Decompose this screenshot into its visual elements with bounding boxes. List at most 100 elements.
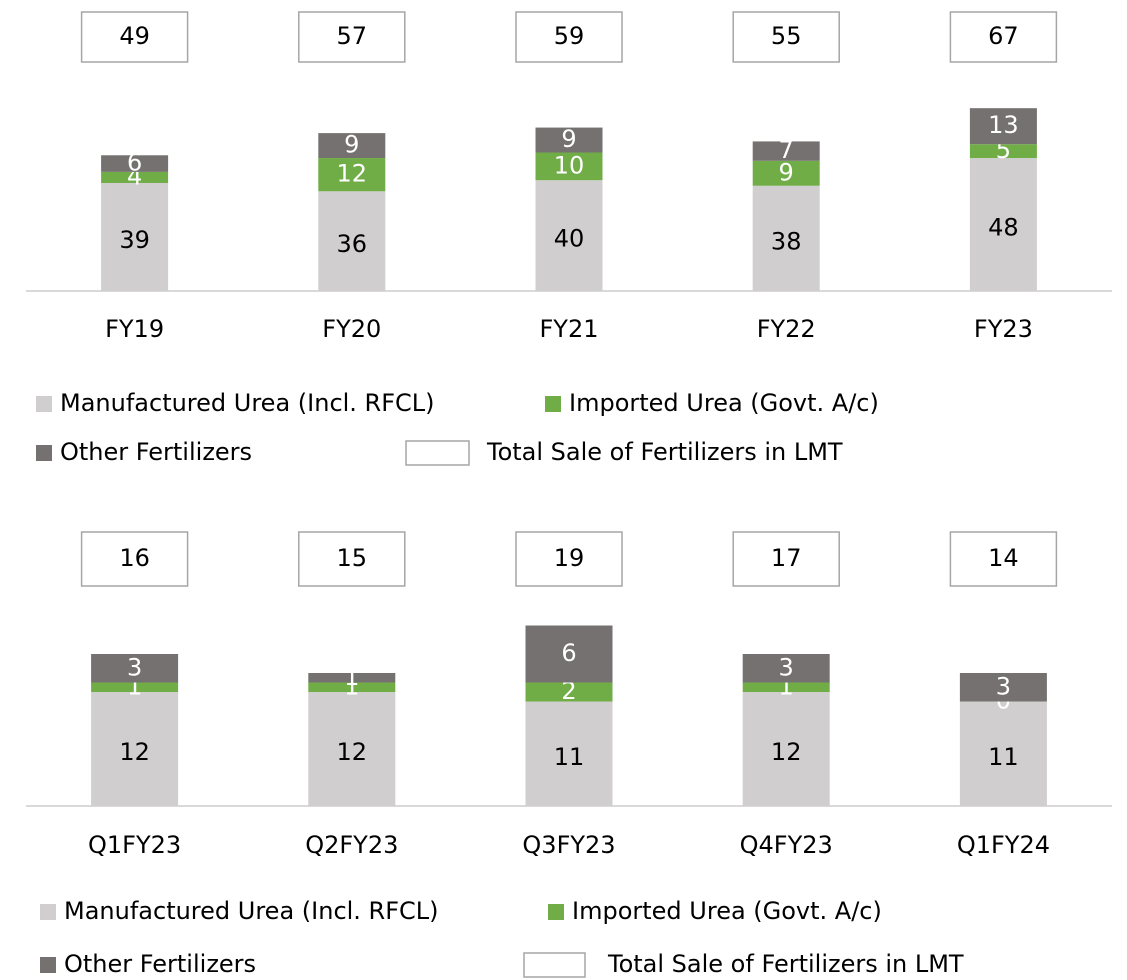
total-box — [949, 11, 1058, 63]
bar-segment — [91, 682, 179, 692]
bar-segment — [101, 171, 169, 183]
total-label: 55 — [771, 22, 802, 50]
legend-label: Total Sale of Fertilizers in LMT — [486, 438, 843, 466]
bar-segment — [308, 692, 396, 806]
bar-segment — [959, 701, 1047, 806]
legend-label: Imported Urea (Govt. A/c) — [572, 897, 882, 925]
data-label: 6 — [561, 639, 576, 667]
bar-segment — [742, 692, 830, 806]
x-tick-label: FY23 — [974, 315, 1033, 343]
bar-segment — [308, 673, 396, 683]
x-tick-label: Q2FY23 — [305, 831, 398, 859]
data-label: 12 — [119, 738, 150, 766]
data-label: 3 — [996, 672, 1011, 700]
total-label: 14 — [988, 544, 1019, 572]
total-label: 19 — [554, 544, 585, 572]
total-box — [732, 531, 840, 587]
data-label: 39 — [119, 226, 150, 254]
total-label: 67 — [988, 22, 1019, 50]
bar-segment — [318, 133, 386, 159]
total-box — [732, 11, 840, 63]
data-label: 11 — [554, 743, 585, 771]
x-tick-label: Q4FY23 — [740, 831, 833, 859]
total-box — [80, 531, 189, 587]
data-label: 7 — [779, 136, 794, 164]
legend-swatch — [545, 396, 561, 412]
data-label: 12 — [337, 160, 368, 188]
bar-segment — [969, 108, 1037, 145]
total-label: 15 — [337, 544, 368, 572]
bar-segment — [525, 682, 613, 702]
bar-segment — [959, 673, 1047, 702]
x-tick-label: FY19 — [105, 315, 164, 343]
legend-swatch — [523, 952, 586, 978]
bar-segment — [101, 155, 169, 172]
legend-swatch — [548, 904, 564, 920]
total-box — [80, 11, 189, 63]
total-label: 59 — [554, 22, 585, 50]
bar-segment — [525, 701, 613, 806]
data-label: 6 — [127, 149, 142, 177]
bar-segment — [308, 682, 396, 692]
x-tick-label: FY21 — [539, 315, 598, 343]
bar-segment — [969, 144, 1037, 159]
bar-segment — [91, 654, 179, 683]
legend-label: Imported Urea (Govt. A/c) — [569, 389, 879, 417]
bar-segment — [101, 182, 169, 291]
total-box — [298, 531, 406, 587]
legend-label: Other Fertilizers — [60, 438, 252, 466]
legend-label: Total Sale of Fertilizers in LMT — [607, 950, 964, 978]
bar-segment — [525, 625, 613, 683]
x-tick-label: FY20 — [322, 315, 381, 343]
total-label: 17 — [771, 544, 802, 572]
data-label: 2 — [561, 677, 576, 705]
data-label: 12 — [771, 738, 802, 766]
bar-segment — [535, 152, 603, 181]
total-box — [949, 531, 1058, 587]
x-tick-label: Q1FY23 — [88, 831, 181, 859]
total-box — [298, 11, 406, 63]
data-label: 36 — [337, 230, 368, 258]
legend-swatch — [405, 440, 470, 466]
data-label: 9 — [779, 158, 794, 186]
x-tick-label: FY22 — [757, 315, 816, 343]
total-box — [515, 11, 623, 63]
data-label: 10 — [554, 151, 585, 179]
x-tick-label: Q3FY23 — [522, 831, 615, 859]
data-label: 9 — [561, 125, 576, 153]
total-box — [515, 531, 623, 587]
legend-label: Manufactured Urea (Incl. RFCL) — [64, 897, 439, 925]
data-label: 3 — [779, 653, 794, 681]
data-label: 38 — [771, 227, 802, 255]
data-label: 11 — [988, 743, 1019, 771]
data-label: 48 — [988, 214, 1019, 242]
bar-segment — [535, 127, 603, 153]
legend-swatch — [36, 445, 52, 461]
bar-segment — [752, 185, 820, 291]
data-label: 12 — [337, 738, 368, 766]
data-label: 1 — [344, 663, 359, 691]
legend-label: Other Fertilizers — [64, 950, 256, 978]
bar-segment — [318, 191, 386, 291]
legend-swatch — [40, 957, 56, 973]
data-label: 9 — [344, 131, 359, 159]
bar-segment — [535, 180, 603, 291]
legend-swatch — [36, 396, 52, 412]
total-label: 57 — [337, 22, 368, 50]
bar-segment — [742, 654, 830, 683]
data-label: 40 — [554, 225, 585, 253]
total-label: 49 — [119, 22, 150, 50]
legend-swatch — [40, 904, 56, 920]
bar-segment — [318, 158, 386, 192]
x-tick-label: Q1FY24 — [957, 831, 1050, 859]
bar-segment — [91, 692, 179, 806]
bar-segment — [969, 158, 1037, 291]
legend-label: Manufactured Urea (Incl. RFCL) — [60, 389, 435, 417]
bar-segment — [742, 682, 830, 692]
data-label: 13 — [988, 111, 1019, 139]
total-label: 16 — [119, 544, 150, 572]
bar-segment — [752, 141, 820, 161]
data-label: 3 — [127, 653, 142, 681]
bar-segment — [752, 160, 820, 186]
